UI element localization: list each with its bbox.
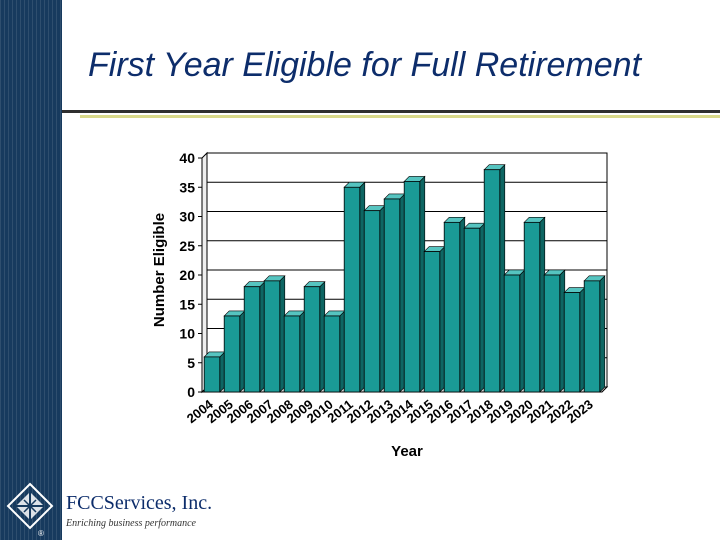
y-tick-label: 5	[187, 355, 195, 371]
bar-front	[483, 169, 501, 393]
fcc-logo-icon: ®	[6, 482, 54, 538]
title-rule-light	[80, 115, 720, 118]
sidebar-band	[0, 0, 62, 540]
bar-front	[243, 286, 261, 393]
title-rule-dark	[62, 110, 720, 113]
y-tick-label: 0	[187, 384, 195, 400]
x-axis-label: Year	[391, 443, 423, 460]
bar-front	[403, 181, 421, 393]
bar	[263, 275, 286, 393]
bar	[283, 310, 306, 393]
y-tick-label: 15	[179, 296, 195, 312]
y-tick-label: 10	[179, 326, 195, 342]
bar-front	[343, 186, 361, 393]
bar	[423, 245, 446, 393]
bar-front	[303, 286, 321, 393]
company-tagline: Enriching business performance	[66, 518, 196, 529]
slide-title: First Year Eligible for Full Retirement	[88, 46, 642, 84]
y-axis-label: Number Eligible	[151, 213, 168, 327]
bar	[303, 280, 326, 393]
bar-front	[263, 280, 281, 393]
bar-front	[503, 274, 521, 393]
y-tick-label: 40	[179, 150, 195, 166]
y-tick-label: 25	[179, 238, 195, 254]
bar	[523, 216, 546, 393]
y-tick-label: 30	[179, 209, 195, 225]
bar-front	[563, 292, 581, 393]
bar-chart: 0510152025303540200420052006200720082009…	[151, 150, 609, 460]
bar-front	[223, 315, 241, 393]
bar	[543, 269, 566, 393]
bar-front	[323, 315, 341, 393]
registered-mark: ®	[38, 529, 44, 538]
bar	[483, 163, 506, 393]
company-name: FCCServices, Inc.	[66, 492, 213, 514]
bar-side	[599, 275, 606, 393]
bar	[563, 286, 586, 393]
bar	[503, 269, 526, 393]
bar-front	[523, 221, 541, 393]
bar	[463, 222, 486, 393]
bar-front	[283, 315, 301, 393]
bar-front	[383, 198, 401, 393]
bar	[443, 216, 466, 393]
bar-front	[363, 210, 381, 393]
bar-front	[423, 251, 441, 393]
bar-front	[203, 356, 221, 393]
bar	[383, 193, 406, 393]
bar-front	[443, 221, 461, 393]
y-tick-label: 20	[179, 267, 195, 283]
y-tick-label: 35	[179, 179, 195, 195]
bar-front	[463, 227, 481, 393]
bar	[243, 280, 266, 393]
bar	[203, 351, 226, 393]
bar	[583, 275, 606, 393]
bar-front	[543, 274, 561, 393]
bar-front	[583, 280, 601, 393]
bar	[323, 310, 346, 393]
bar	[223, 310, 246, 393]
bar	[403, 175, 426, 393]
bar	[363, 204, 386, 393]
bar	[343, 181, 366, 393]
